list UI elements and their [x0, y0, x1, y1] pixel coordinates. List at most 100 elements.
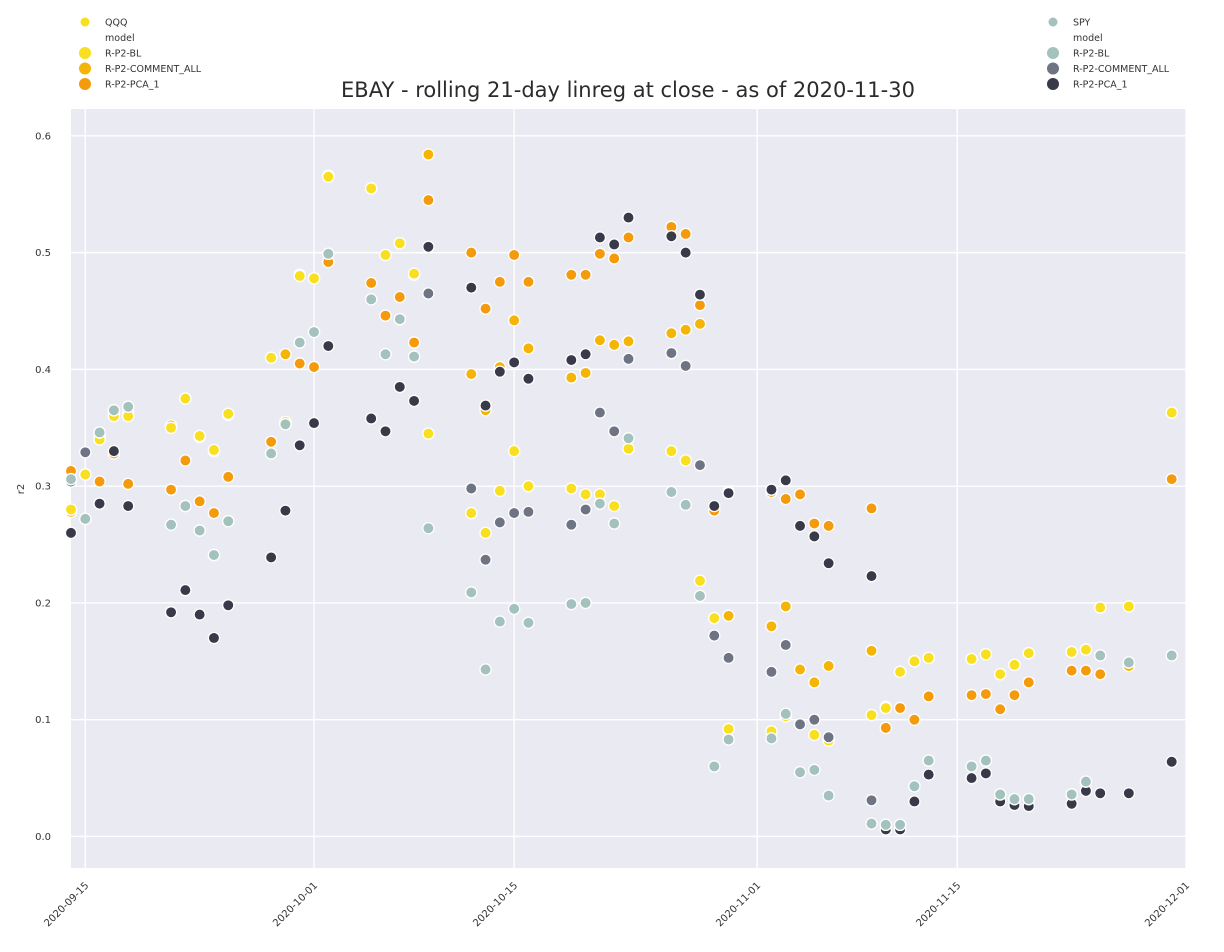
point-qqq-r-p2-bl — [322, 170, 335, 183]
point-spy-r-p2-bl — [279, 418, 292, 431]
point-qqq-r-p2-comment_all — [279, 347, 292, 361]
legend-label: R-P2-COMMENT_ALL — [1073, 64, 1170, 75]
point-spy-r-p2-bl — [1165, 649, 1178, 662]
x-tick-label: 2020-11-01 — [714, 880, 763, 929]
point-spy-r-p2-bl — [779, 707, 792, 721]
point-qqq-r-p2-pca_1 — [607, 252, 621, 265]
point-qqq-r-p2-bl — [179, 392, 192, 405]
point-spy-r-p2-bl — [1065, 788, 1078, 801]
point-qqq-r-p2-bl — [193, 429, 206, 443]
point-qqq-r-p2-pca_1 — [979, 687, 993, 701]
point-spy-r-p2-bl — [893, 818, 907, 832]
point-qqq-r-p2-pca_1 — [264, 435, 278, 449]
legend-marker — [1046, 61, 1060, 76]
point-qqq-r-p2-bl — [922, 651, 935, 665]
point-qqq-r-p2-bl — [1079, 643, 1093, 656]
point-spy-r-p2-comment_all — [479, 553, 492, 566]
point-spy-r-p2-bl — [565, 597, 578, 611]
x-tick-label: 2020-09-15 — [43, 880, 92, 929]
point-spy-r-p2-pca_1 — [1165, 755, 1178, 768]
point-spy-r-p2-bl — [407, 350, 421, 363]
point-spy-r-p2-pca_1 — [708, 499, 721, 513]
y-tick-label: 0.1 — [35, 715, 51, 726]
x-tick-label: 2020-10-15 — [471, 880, 520, 929]
point-qqq-r-p2-comment_all — [722, 609, 735, 623]
point-spy-r-p2-bl — [879, 818, 893, 832]
legend-marker — [78, 77, 92, 91]
point-spy-r-p2-comment_all — [865, 794, 878, 807]
point-spy-r-p2-bl — [865, 817, 878, 830]
point-qqq-r-p2-pca_1 — [593, 247, 607, 261]
point-spy-r-p2-comment_all — [579, 503, 592, 516]
point-spy-r-p2-pca_1 — [407, 394, 421, 408]
point-spy-r-p2-pca_1 — [493, 365, 507, 378]
point-spy-r-p2-pca_1 — [164, 606, 178, 619]
point-spy-r-p2-pca_1 — [722, 486, 735, 500]
point-spy-r-p2-pca_1 — [379, 425, 392, 438]
point-qqq-r-p2-pca_1 — [293, 357, 306, 370]
legend-label: model — [105, 33, 135, 44]
point-spy-r-p2-bl — [322, 247, 335, 261]
point-spy-r-p2-bl — [679, 498, 692, 512]
point-qqq-r-p2-bl — [622, 442, 635, 456]
point-qqq-r-p2-comment_all — [865, 644, 878, 658]
point-spy-r-p2-bl — [422, 521, 435, 535]
point-qqq-r-p2-pca_1 — [522, 275, 535, 289]
point-spy-r-p2-comment_all — [822, 730, 835, 744]
point-spy-r-p2-pca_1 — [64, 526, 78, 540]
point-qqq-r-p2-bl — [164, 421, 178, 435]
point-qqq-r-p2-bl — [364, 182, 378, 195]
legend-marker — [79, 16, 91, 28]
point-spy-r-p2-comment_all — [493, 516, 507, 529]
point-spy-r-p2-bl — [121, 400, 135, 414]
point-spy-r-p2-pca_1 — [221, 599, 235, 612]
point-spy-r-p2-bl — [708, 760, 721, 773]
point-qqq-r-p2-pca_1 — [822, 519, 835, 533]
point-qqq-r-p2-pca_1 — [879, 721, 893, 735]
point-spy-r-p2-bl — [107, 404, 121, 417]
point-qqq-r-p2-bl — [407, 267, 421, 280]
point-spy-r-p2-comment_all — [507, 506, 521, 520]
point-spy-r-p2-bl — [765, 732, 778, 745]
point-qqq-r-p2-pca_1 — [465, 246, 478, 259]
point-qqq-r-p2-pca_1 — [622, 231, 635, 244]
point-spy-r-p2-bl — [179, 499, 192, 513]
point-qqq-r-p2-bl — [393, 237, 407, 250]
legend-label: R-P2-PCA_1 — [1073, 80, 1128, 91]
point-spy-r-p2-bl — [293, 336, 306, 349]
point-spy-r-p2-pca_1 — [1122, 787, 1136, 800]
point-spy-r-p2-pca_1 — [422, 240, 435, 254]
legend-marker — [78, 46, 92, 60]
point-spy-r-p2-pca_1 — [579, 347, 592, 361]
point-spy-r-p2-bl — [665, 485, 678, 499]
point-qqq-r-p2-pca_1 — [193, 495, 206, 508]
point-qqq-r-p2-pca_1 — [993, 702, 1007, 716]
point-spy-r-p2-pca_1 — [1093, 787, 1107, 800]
point-qqq-r-p2-pca_1 — [479, 302, 492, 315]
point-spy-r-p2-bl — [1079, 775, 1093, 788]
point-qqq-r-p2-pca_1 — [507, 248, 521, 262]
data-points — [64, 148, 1178, 836]
point-spy-r-p2-pca_1 — [593, 231, 607, 244]
point-qqq-r-p2-pca_1 — [164, 483, 178, 496]
point-spy-r-p2-bl — [593, 497, 607, 510]
point-spy-r-p2-comment_all — [679, 359, 692, 373]
point-spy-r-p2-pca_1 — [808, 530, 821, 543]
point-qqq-r-p2-comment_all — [765, 620, 778, 633]
point-qqq-r-p2-bl — [465, 506, 478, 520]
point-qqq-r-p2-comment_all — [693, 317, 707, 331]
point-spy-r-p2-bl — [808, 763, 821, 777]
point-qqq-r-p2-bl — [1022, 646, 1036, 660]
point-spy-r-p2-bl — [693, 589, 707, 603]
point-qqq-r-p2-bl — [379, 248, 392, 262]
point-spy-r-p2-pca_1 — [565, 353, 578, 367]
point-qqq-r-p2-pca_1 — [865, 502, 878, 515]
point-spy-r-p2-comment_all — [722, 651, 735, 665]
point-spy-r-p2-pca_1 — [865, 569, 878, 583]
point-spy-r-p2-bl — [393, 312, 407, 326]
point-qqq-r-p2-bl — [879, 701, 893, 715]
point-spy-r-p2-comment_all — [708, 629, 721, 642]
point-qqq-r-p2-pca_1 — [779, 492, 792, 506]
point-spy-r-p2-bl — [364, 293, 378, 306]
point-qqq-r-p2-bl — [207, 443, 221, 457]
